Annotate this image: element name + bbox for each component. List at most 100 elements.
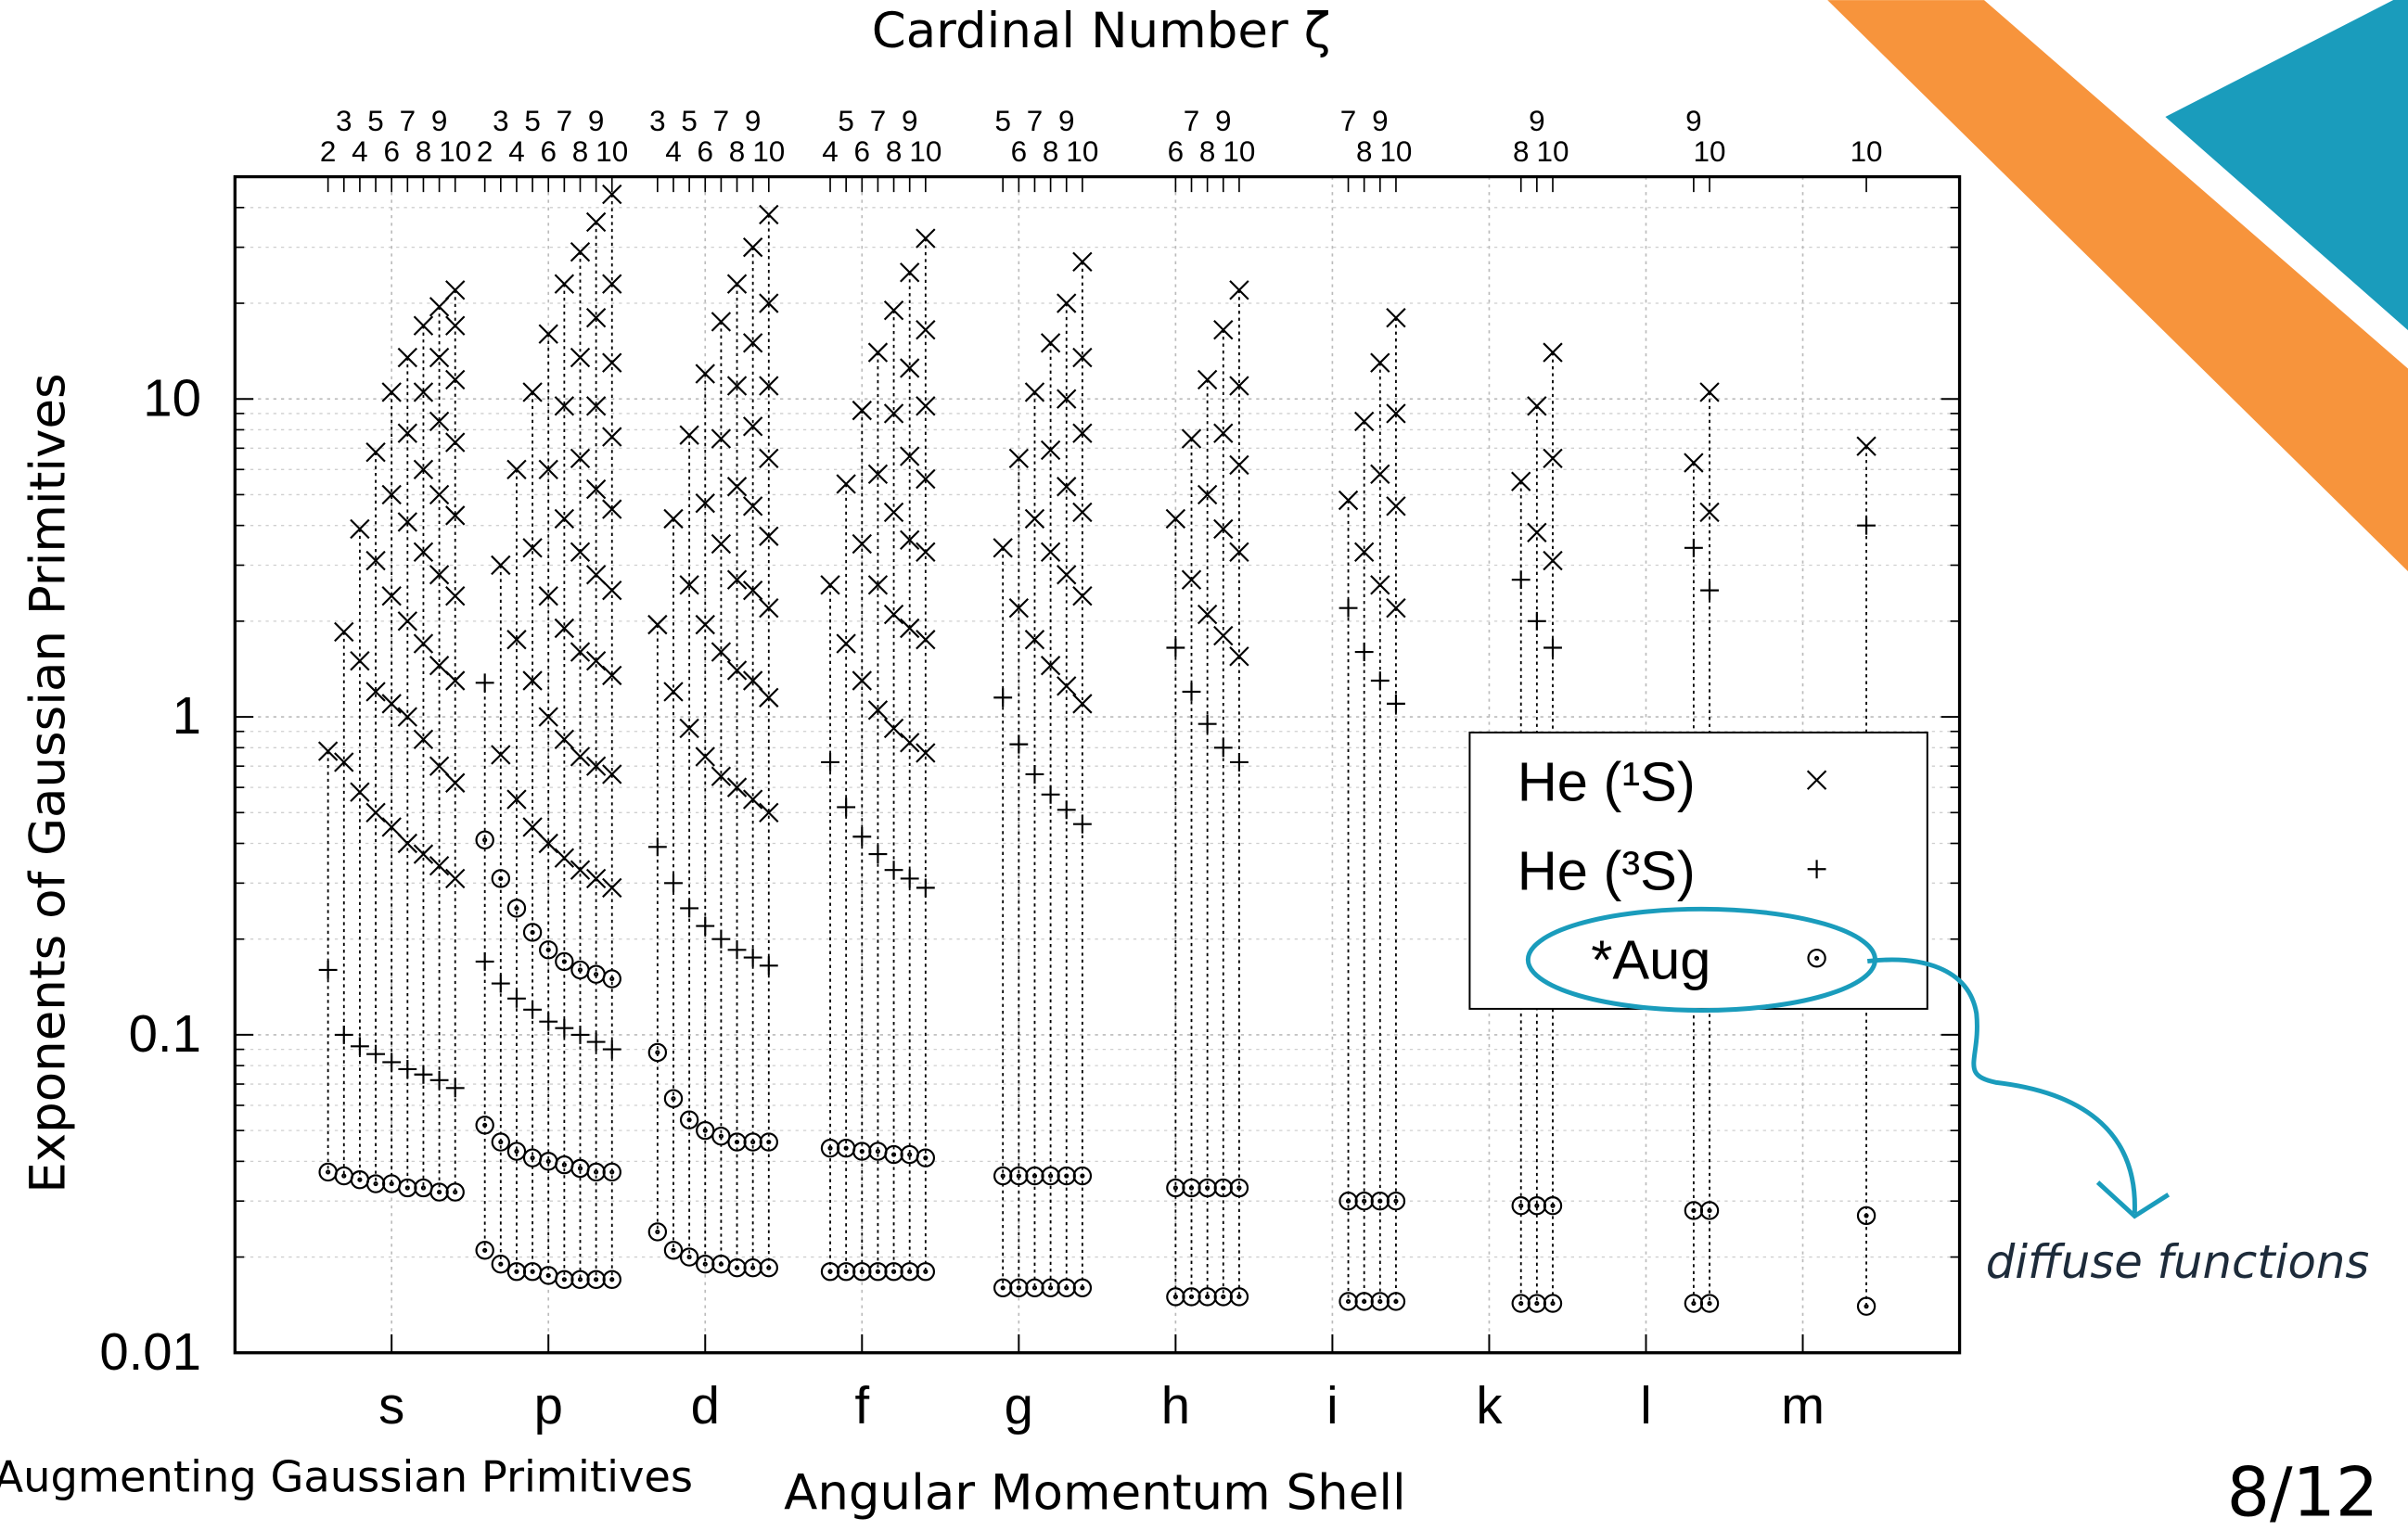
point [1072,502,1093,523]
point [585,211,607,233]
point [711,533,732,555]
point [726,376,748,396]
point [742,580,763,601]
point [759,293,779,313]
plot: 0.010.1110s2345678910p2345678910d3456789… [99,105,1962,1435]
point [1057,800,1076,820]
y-axis-title: Exponents of Gaussian Primitives [19,373,76,1193]
legend-label: *Aug [1591,929,1710,991]
top-tick-label: 7 [1340,105,1356,137]
x-axis-title: Angular Momentum Shell [784,1464,1406,1521]
point [445,1078,465,1098]
point [570,746,591,767]
x-tick-label: d [691,1376,720,1435]
x-tick-label: s [378,1376,404,1435]
y-tick-label: 0.01 [99,1322,201,1381]
top-tick-label: 9 [1215,105,1231,137]
point [1229,376,1249,396]
point [1057,565,1077,585]
point [350,651,370,671]
point [445,315,466,336]
legend-label: He (³S) [1518,840,1696,902]
point [381,382,402,402]
point [1527,396,1547,416]
point [585,396,607,416]
x-tick-label: l [1640,1376,1652,1435]
point [1040,333,1061,353]
point [397,833,418,854]
point [585,756,607,776]
point [711,428,732,449]
point [538,324,558,344]
point [445,586,466,606]
point [506,899,527,918]
point [1354,643,1374,662]
point [1166,638,1185,657]
point [1181,569,1202,590]
point [602,352,622,373]
point [743,1257,762,1278]
point [475,951,494,971]
point [742,496,763,517]
point [680,899,699,918]
point [867,700,889,721]
point [1353,542,1375,562]
point [679,575,699,595]
point [475,1241,494,1260]
y-tick-label: 0.1 [129,1004,201,1063]
point [742,333,763,353]
point [1699,1201,1720,1220]
point [602,580,622,601]
point [884,861,903,880]
point [1072,423,1093,443]
point [711,1127,731,1146]
top-tick-label: 5 [367,105,383,137]
top-tick-label: 7 [1027,105,1043,137]
point [711,642,732,662]
top-tick-label: 5 [994,105,1010,137]
point [1072,251,1093,273]
point [711,1255,731,1274]
legend-box [1468,731,1928,1010]
top-tick-label: 3 [649,105,665,137]
point [1354,1292,1374,1311]
point [837,797,856,817]
point [586,1032,606,1052]
point [413,542,434,562]
point [381,694,402,714]
point [916,396,936,416]
point [679,425,699,445]
point [1386,1292,1406,1311]
top-tick-label: 10 [1537,135,1569,168]
point [555,951,574,972]
point [1072,814,1092,834]
point [1229,753,1249,772]
point [916,743,936,763]
point [663,1241,684,1260]
point [570,1269,590,1289]
top-tick-label: 7 [400,105,416,137]
top-tick-label: 7 [870,105,886,137]
point [522,923,543,942]
top-tick-label: 10 [1851,135,1883,168]
top-tick-label: 4 [352,135,367,168]
point [554,396,575,416]
point [506,1142,527,1161]
point [522,382,543,402]
point [916,1148,936,1167]
point [602,1040,621,1059]
point [1229,646,1249,667]
point [413,633,434,654]
point [538,459,558,479]
point [570,347,591,368]
point [506,459,527,479]
point [429,347,450,368]
point [900,358,920,378]
top-tick-label: 9 [1372,105,1388,137]
point [711,312,732,332]
point [1057,676,1077,696]
point [1856,1206,1876,1226]
point [852,533,872,555]
point [1057,389,1077,409]
point [1386,403,1406,424]
